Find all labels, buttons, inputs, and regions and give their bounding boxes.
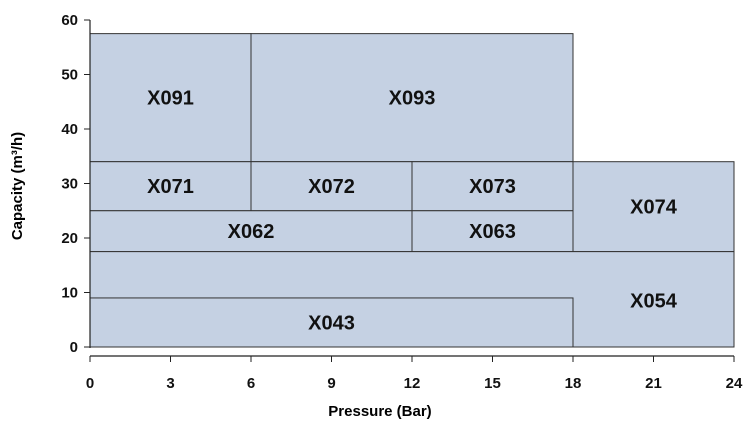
region-label-x071: X071 (147, 176, 194, 198)
y-tick-label: 0 (70, 339, 78, 356)
region-label-x074: X074 (630, 197, 678, 219)
x-tick-label: 21 (645, 375, 662, 392)
region-label-x043: X043 (308, 312, 355, 334)
x-tick-label: 3 (166, 375, 174, 392)
x-tick-label: 15 (484, 375, 501, 392)
y-axis-title: Capacity (m³/h) (9, 132, 26, 240)
x-axis-title: Pressure (Bar) (328, 403, 431, 420)
region-x071 (89, 161, 252, 212)
region-x062 (89, 210, 413, 253)
region-x074 (572, 161, 735, 253)
tick-layer: 0 3 6 9 12 15 18 21 24 0 10 20 30 40 50 60 (61, 12, 743, 392)
region-x093 (250, 33, 574, 163)
x-tick-label: 0 (86, 375, 94, 392)
x-tick-label: 24 (726, 375, 743, 392)
y-tick-label: 60 (61, 12, 78, 29)
x-tick-label: 12 (404, 375, 421, 392)
region-layer (89, 33, 735, 348)
x-tick-label: 6 (247, 375, 255, 392)
region-label-x091: X091 (147, 88, 194, 110)
region-label-x072: X072 (308, 176, 355, 198)
region-label-x063: X063 (469, 221, 516, 243)
region-label-layer: X091 X093 X071 X072 X073 X062 X063 X074 X054 X043 (147, 88, 678, 335)
region-x073 (411, 161, 574, 212)
region-x091 (89, 33, 252, 163)
region-label-x062: X062 (228, 221, 275, 243)
region-label-x073: X073 (469, 176, 516, 198)
region-label-x054: X054 (630, 291, 678, 313)
region-label-x093: X093 (389, 88, 436, 110)
y-tick-label: 40 (61, 121, 78, 138)
y-tick-label: 50 (61, 67, 78, 84)
y-tick-label: 30 (61, 176, 78, 193)
x-tick-label: 18 (565, 375, 582, 392)
region-x072 (250, 161, 413, 212)
x-tick-label: 9 (327, 375, 335, 392)
region-x043 (89, 297, 574, 348)
y-tick-label: 20 (61, 230, 78, 247)
y-tick-label: 10 (61, 285, 78, 302)
